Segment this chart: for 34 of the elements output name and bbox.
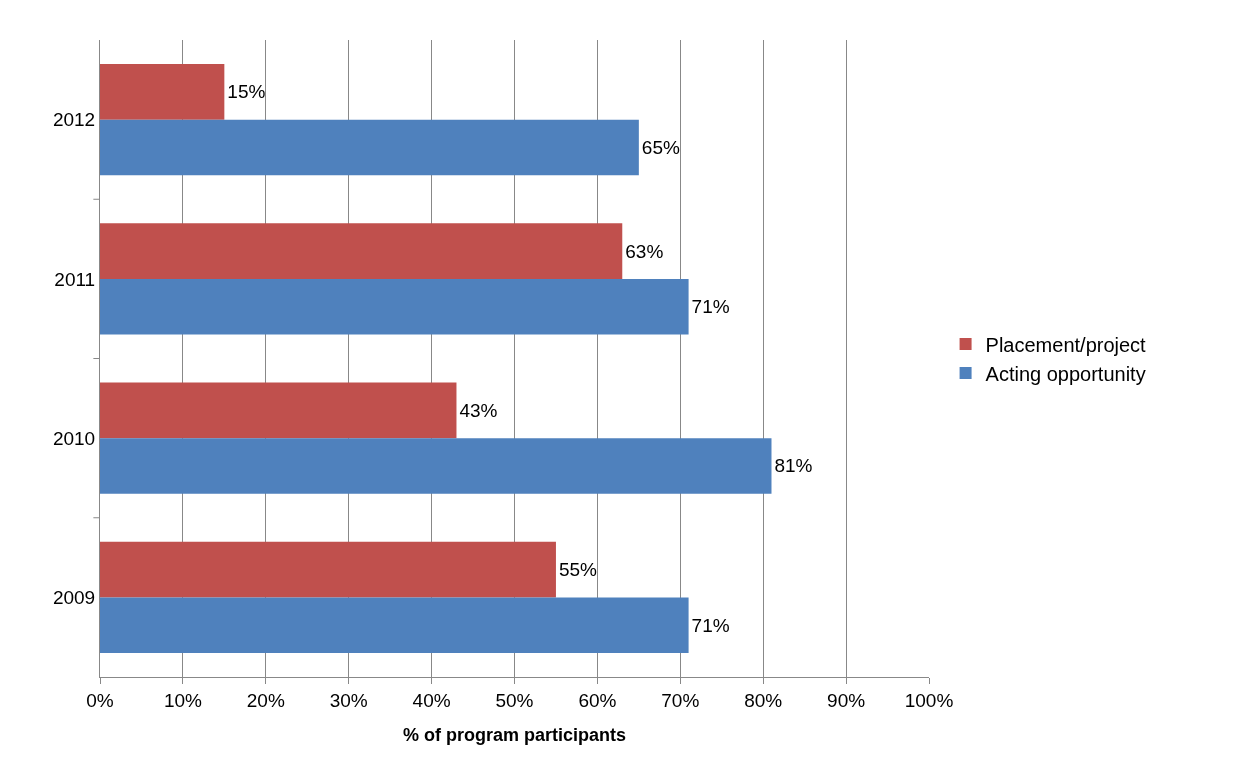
bar (100, 119, 639, 176)
data-label: 43% (459, 399, 498, 421)
x-tick-label: 60% (578, 689, 617, 711)
data-label: 55% (558, 559, 598, 581)
bar (100, 382, 457, 439)
data-label: 81% (774, 455, 813, 477)
data-label: 71% (691, 296, 730, 318)
x-tick-label: 0% (86, 689, 114, 711)
x-tick-label: 20% (246, 689, 285, 711)
x-tick-label: 90% (827, 689, 866, 711)
bar (100, 63, 225, 120)
legend-label: Placement/project (985, 333, 1147, 356)
data-label: 15% (227, 81, 266, 103)
x-tick-label: 10% (163, 689, 203, 711)
legend-label: Acting opportunity (985, 362, 1146, 385)
x-tick-label: 30% (329, 689, 368, 711)
bar (100, 438, 772, 494)
bar (100, 223, 623, 279)
data-label: 71% (691, 614, 730, 636)
bar (100, 597, 689, 654)
y-tick-label: 2011 (54, 268, 96, 290)
data-label: 65% (641, 136, 680, 158)
x-tick-label: 70% (661, 689, 700, 711)
bar (100, 278, 689, 335)
x-tick-label: 40% (412, 689, 451, 711)
y-tick-label: 2010 (52, 427, 96, 449)
bar (100, 541, 556, 598)
y-tick-label: 2012 (52, 109, 96, 131)
x-tick-label: 100% (904, 689, 954, 711)
y-tick-label: 2009 (52, 587, 96, 609)
x-tick-label: 80% (744, 689, 783, 711)
x-axis-title: % of program participants (402, 725, 627, 745)
x-tick-label: 50% (495, 689, 534, 711)
data-label: 63% (625, 240, 664, 262)
